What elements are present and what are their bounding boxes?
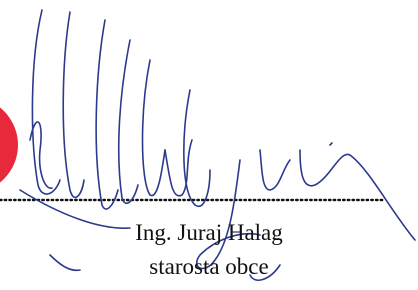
signer-title: starosta obce: [0, 254, 418, 280]
signer-name: Ing. Juraj Halag: [0, 220, 418, 246]
page: Ing. Juraj Halag starosta obce: [0, 0, 418, 290]
signature-graphics: [0, 0, 418, 290]
stamp: [0, 97, 18, 193]
